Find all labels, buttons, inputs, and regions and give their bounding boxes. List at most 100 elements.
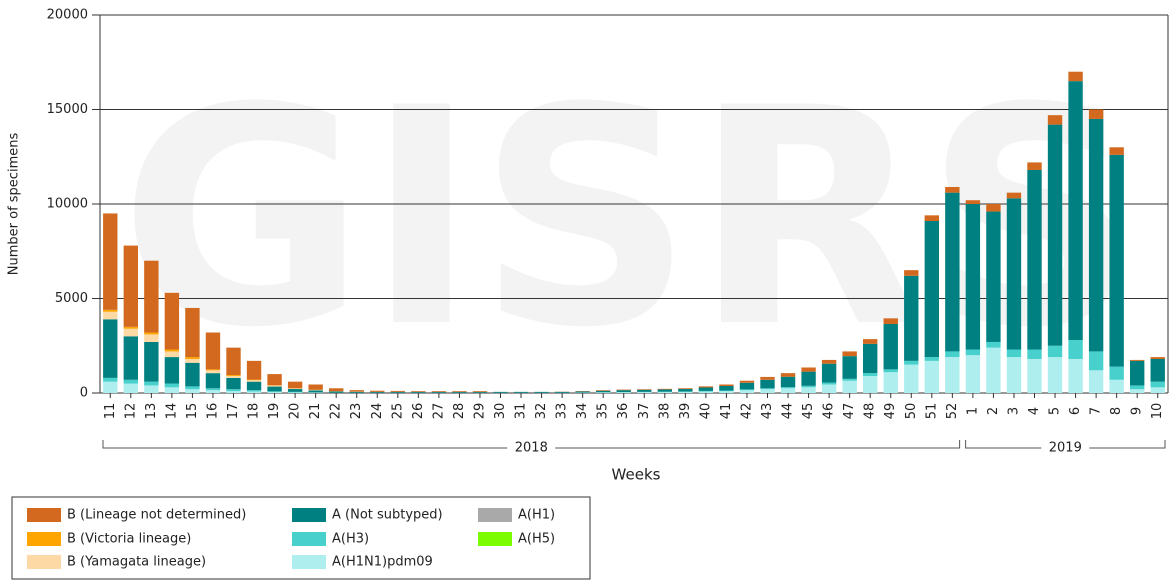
legend-swatch	[292, 555, 326, 569]
x-tick-label: 33	[555, 403, 570, 420]
bar-segment	[739, 390, 755, 393]
legend-label: B (Lineage not determined)	[67, 508, 246, 523]
x-tick-label: 4	[1027, 407, 1042, 415]
bar-segment	[945, 186, 960, 193]
bar-segment	[719, 384, 734, 387]
bar-segment	[246, 391, 262, 393]
bar-segment	[1150, 387, 1165, 393]
x-tick-label: 21	[308, 403, 323, 420]
bar-segment	[287, 389, 303, 392]
bar-segment	[1109, 147, 1124, 155]
bar-segment	[1068, 71, 1083, 82]
legend-label: A(H1N1)pdm09	[332, 555, 433, 570]
bar-segment	[698, 387, 714, 391]
bar-segment	[863, 343, 878, 374]
x-tick-label: 28	[452, 403, 467, 420]
bar-segment	[123, 336, 138, 380]
bar-segment	[760, 389, 775, 393]
bar-segment	[924, 360, 939, 393]
bar-segment	[267, 385, 282, 387]
bar-segment	[246, 380, 262, 382]
x-tick-label: 15	[185, 403, 200, 420]
bar-segment	[103, 311, 118, 320]
x-tick-label: 6	[1068, 407, 1083, 415]
bar-segment	[719, 386, 734, 391]
bar-segment	[185, 357, 200, 359]
bar-segment	[924, 221, 939, 358]
bar-segment	[226, 375, 241, 376]
bar-segment	[1006, 192, 1022, 199]
bar-segment	[719, 390, 734, 392]
x-tick-label: 9	[1130, 407, 1145, 415]
bar-segment	[904, 364, 919, 393]
bar-segment	[842, 378, 857, 381]
x-tick-label: 24	[370, 403, 385, 420]
bar-segment	[883, 372, 898, 393]
y-axis-label: Number of specimens	[7, 133, 22, 276]
bar-segment	[719, 391, 734, 393]
bar-segment	[965, 355, 981, 393]
bar-segment	[1130, 385, 1145, 390]
bar-segment	[103, 309, 118, 312]
bar-segment	[185, 358, 200, 363]
x-tick-label: 40	[698, 403, 713, 420]
bar-segment	[1150, 381, 1165, 388]
bar-segment	[965, 204, 981, 350]
bar-segment	[637, 392, 652, 393]
x-tick-label: 45	[801, 403, 816, 420]
bar-segment	[821, 363, 837, 383]
x-tick-label: 31	[514, 403, 529, 420]
bar-segment	[287, 391, 303, 393]
legend-swatch	[292, 508, 326, 522]
bar-segment	[267, 392, 282, 393]
bar-segment	[390, 390, 405, 392]
bar-segment	[965, 349, 981, 356]
y-tick-label: 10000	[47, 197, 88, 212]
x-tick-label: 48	[863, 403, 878, 420]
bar-segment	[863, 373, 878, 376]
x-tick-label: 52	[945, 403, 960, 420]
bar-segment	[616, 389, 631, 391]
bar-segment	[1027, 162, 1042, 170]
x-axis-label: Weeks	[612, 466, 661, 484]
bar-segment	[103, 377, 118, 382]
group-label-bg	[507, 440, 556, 456]
bar-segment	[329, 388, 344, 392]
bar-segment	[144, 260, 159, 333]
bar-segment	[986, 341, 1001, 348]
x-tick-label: 35	[596, 403, 611, 420]
legend-swatch	[292, 532, 326, 546]
bar-segment	[431, 391, 447, 393]
bar-segment	[329, 391, 344, 393]
bar-segment	[1109, 379, 1124, 393]
x-tick-label: 49	[883, 403, 898, 420]
bar-segment	[1006, 198, 1022, 350]
x-tick-label: 3	[1006, 407, 1021, 415]
bar-segment	[1047, 345, 1063, 358]
bar-segment	[1130, 360, 1145, 386]
bar-segment	[678, 389, 693, 392]
bar-segment	[103, 381, 118, 393]
legend-swatch	[478, 532, 512, 546]
bar-segment	[924, 357, 939, 361]
bar-segment	[1047, 124, 1063, 346]
legend-label: B (Yamagata lineage)	[67, 555, 206, 570]
bar-segment	[1088, 118, 1104, 352]
bar-segment	[226, 377, 241, 390]
bar-segment	[349, 390, 364, 392]
bar-segment	[657, 388, 672, 390]
bar-segment	[144, 341, 159, 382]
bar-segment	[144, 385, 159, 393]
bar-segment	[205, 369, 221, 371]
bar-segment	[924, 215, 939, 222]
bar-segment	[863, 375, 878, 393]
bar-segment	[945, 192, 960, 352]
legend-swatch	[27, 508, 61, 522]
x-tick-label: 43	[760, 403, 775, 420]
bar-segment	[780, 376, 796, 388]
bar-segment	[821, 359, 837, 364]
bar-segment	[452, 391, 467, 392]
bar-segment	[1130, 389, 1145, 393]
x-tick-label: 42	[739, 403, 754, 420]
bar-segment	[349, 391, 364, 393]
